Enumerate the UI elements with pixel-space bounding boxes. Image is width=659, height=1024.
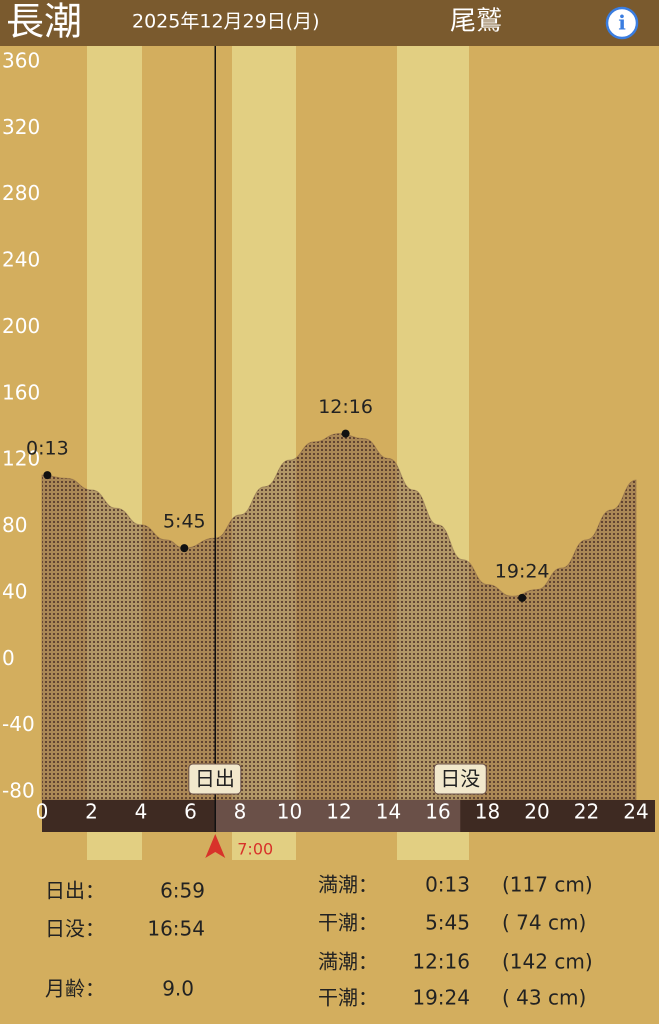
tide-type: 満潮： xyxy=(318,873,378,897)
y-tick-label: 320 xyxy=(2,115,40,139)
y-tick-label: 80 xyxy=(2,513,27,537)
x-tick-label: 0 xyxy=(36,800,49,824)
x-tick-label: 24 xyxy=(623,800,648,824)
svg-text:i: i xyxy=(618,11,626,35)
daylight-bar xyxy=(214,800,461,832)
tide-type: 満潮： xyxy=(318,950,378,974)
x-tick-label: 18 xyxy=(475,800,500,824)
x-tick-label: 4 xyxy=(135,800,148,824)
y-tick-label: 240 xyxy=(2,248,40,272)
x-tick-label: 8 xyxy=(234,800,247,824)
extreme-label: 0:13 xyxy=(26,438,69,460)
x-tick-label: 14 xyxy=(376,800,401,824)
x-tick-label: 6 xyxy=(184,800,197,824)
header-bar xyxy=(0,0,659,46)
x-tick-label: 20 xyxy=(524,800,549,824)
tide-area xyxy=(41,433,637,801)
current-time-arrow xyxy=(205,834,226,858)
x-tick-label: 2 xyxy=(85,800,98,824)
extreme-label: 12:16 xyxy=(318,396,373,418)
y-tick-label: 160 xyxy=(2,380,40,404)
x-tick-label: 10 xyxy=(277,800,302,824)
tide-time: 5:45 xyxy=(425,911,470,935)
y-tick-label: 40 xyxy=(2,579,27,603)
tide-time: 12:16 xyxy=(412,950,470,974)
x-tick-label: 12 xyxy=(326,800,351,824)
tide-height: ( 74 cm) xyxy=(502,911,586,935)
plot: -80-40040801201602002402803203600:135:45… xyxy=(2,46,655,859)
y-tick-label: 120 xyxy=(2,447,40,471)
extreme-point xyxy=(180,544,189,553)
extreme-point xyxy=(43,471,52,480)
y-tick-label: 280 xyxy=(2,181,40,205)
extreme-label: 19:24 xyxy=(495,560,550,582)
info-value: 6:59 xyxy=(160,879,205,903)
tide-type: 干潮： xyxy=(318,986,378,1010)
extreme-point xyxy=(518,593,527,602)
current-time-label: 7:00 xyxy=(237,840,273,859)
place[interactable]: 尾鷲 xyxy=(450,7,502,37)
tide-height: (142 cm) xyxy=(502,950,593,974)
info-value: 16:54 xyxy=(147,917,205,941)
tide-height: (117 cm) xyxy=(502,873,593,897)
sun-tag-label: 日出 xyxy=(195,767,235,791)
sun-tag-label: 日没 xyxy=(440,767,480,791)
tide-time: 0:13 xyxy=(425,873,470,897)
y-tick-label: 0 xyxy=(2,646,15,670)
extreme-point xyxy=(341,429,350,438)
x-tick-label: 16 xyxy=(425,800,450,824)
extreme-label: 5:45 xyxy=(163,511,206,533)
tide-table: 満潮： 0:13 (117 cm) 干潮： 5:45 ( 74 cm) 満潮： 12:16 (1… xyxy=(318,873,593,1010)
date: 2025年12月29日(月) xyxy=(132,11,320,33)
info-label: 月齢： xyxy=(45,977,105,1001)
y-tick-label: 360 xyxy=(2,49,40,73)
y-tick-label: 200 xyxy=(2,314,40,338)
info-button[interactable]: i xyxy=(605,6,639,40)
tide-name: 長潮 xyxy=(6,0,82,44)
tide-height: ( 43 cm) xyxy=(502,986,586,1010)
info-label: 日出： xyxy=(45,879,105,903)
tide-time: 19:24 xyxy=(412,986,470,1010)
info-value: 9.0 xyxy=(162,977,194,1001)
sun-tag xyxy=(433,763,487,795)
y-tick-label: -40 xyxy=(2,712,35,736)
sun-tag xyxy=(188,763,242,795)
info-label: 日没： xyxy=(45,917,105,941)
tide-type: 干潮： xyxy=(318,911,378,935)
x-tick-label: 22 xyxy=(574,800,599,824)
y-tick-label: -80 xyxy=(2,779,35,803)
